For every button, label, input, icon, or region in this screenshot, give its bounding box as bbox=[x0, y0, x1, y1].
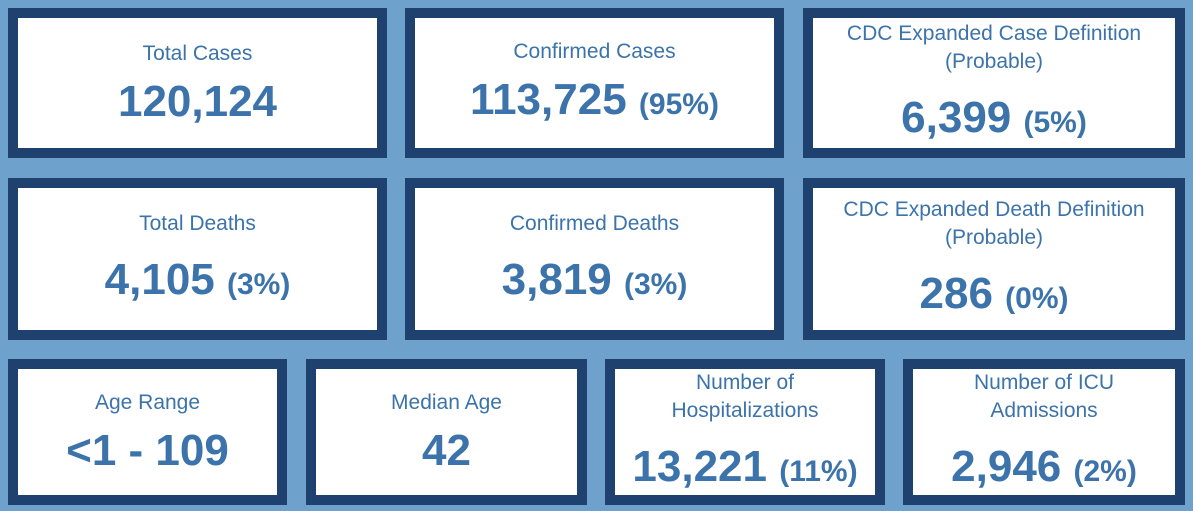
probable-cases-label-line2: (Probable) bbox=[944, 49, 1044, 73]
total-deaths-percent: (3%) bbox=[227, 267, 291, 301]
hospitalizations-percent: (11%) bbox=[779, 454, 858, 488]
confirmed-cases-number: 113,725 bbox=[470, 74, 627, 124]
probable-cases-label-line1: CDC Expanded Case Definition bbox=[846, 21, 1142, 45]
total-cases-card: Total Cases 120,124 bbox=[8, 8, 387, 158]
confirmed-deaths-number: 3,819 bbox=[501, 254, 612, 304]
probable-deaths-percent: (0%) bbox=[1005, 281, 1069, 315]
total-deaths-card: Total Deaths 4,105 (3%) bbox=[8, 178, 387, 340]
total-cases-number: 120,124 bbox=[117, 77, 278, 126]
hospitalizations-number: 13,221 bbox=[632, 441, 767, 491]
icu-admissions-card: Number of ICU Admissions 2,946 (2%) bbox=[903, 359, 1185, 505]
icu-admissions-value: 2,946 (2%) bbox=[951, 441, 1137, 496]
probable-deaths-label-line2: (Probable) bbox=[944, 225, 1044, 249]
probable-cases-number: 6,399 bbox=[901, 92, 1012, 142]
age-range-number: <1 - 109 bbox=[66, 426, 229, 475]
total-cases-label: Total Cases bbox=[142, 42, 253, 65]
confirmed-deaths-label: Confirmed Deaths bbox=[509, 211, 680, 235]
hospitalizations-label-line2: Hospitalizations bbox=[671, 398, 819, 422]
median-age-number: 42 bbox=[422, 426, 471, 475]
total-cases-value: 120,124 bbox=[118, 78, 277, 126]
icu-admissions-number: 2,946 bbox=[951, 441, 1062, 491]
confirmed-deaths-card: Confirmed Deaths 3,819 (3%) bbox=[405, 178, 784, 340]
probable-deaths-number: 286 bbox=[919, 268, 993, 318]
probable-cases-percent: (5%) bbox=[1023, 105, 1087, 139]
probable-cases-value: 6,399 (5%) bbox=[901, 92, 1087, 147]
probable-deaths-card: CDC Expanded Death Definition (Probable)… bbox=[803, 178, 1185, 340]
total-deaths-value: 4,105 (3%) bbox=[104, 254, 291, 309]
icu-admissions-percent: (2%) bbox=[1073, 454, 1137, 488]
age-range-value: <1 - 109 bbox=[66, 427, 229, 475]
probable-deaths-label-line1: CDC Expanded Death Definition bbox=[843, 197, 1145, 221]
confirmed-cases-card: Confirmed Cases 113,725 (95%) bbox=[405, 8, 784, 158]
hospitalizations-value: 13,221 (11%) bbox=[632, 441, 858, 496]
confirmed-cases-label: Confirmed Cases bbox=[513, 39, 676, 63]
confirmed-deaths-value: 3,819 (3%) bbox=[501, 254, 688, 309]
confirmed-cases-percent: (95%) bbox=[638, 87, 719, 121]
confirmed-deaths-percent: (3%) bbox=[624, 267, 688, 301]
median-age-value: 42 bbox=[422, 427, 471, 475]
confirmed-cases-value: 113,725 (95%) bbox=[470, 74, 719, 129]
total-deaths-label: Total Deaths bbox=[139, 211, 256, 235]
age-range-label: Age Range bbox=[94, 391, 201, 414]
hospitalizations-label-line1: Number of bbox=[695, 370, 795, 394]
median-age-label: Median Age bbox=[391, 391, 502, 414]
age-range-card: Age Range <1 - 109 bbox=[8, 359, 287, 505]
total-deaths-number: 4,105 bbox=[104, 254, 215, 304]
probable-deaths-value: 286 (0%) bbox=[919, 268, 1069, 323]
probable-cases-card: CDC Expanded Case Definition (Probable) … bbox=[803, 8, 1185, 158]
median-age-card: Median Age 42 bbox=[306, 359, 587, 505]
hospitalizations-card: Number of Hospitalizations 13,221 (11%) bbox=[605, 359, 885, 505]
icu-admissions-label-line1: Number of ICU bbox=[973, 370, 1115, 394]
icu-admissions-label-line2: Admissions bbox=[990, 398, 1098, 422]
